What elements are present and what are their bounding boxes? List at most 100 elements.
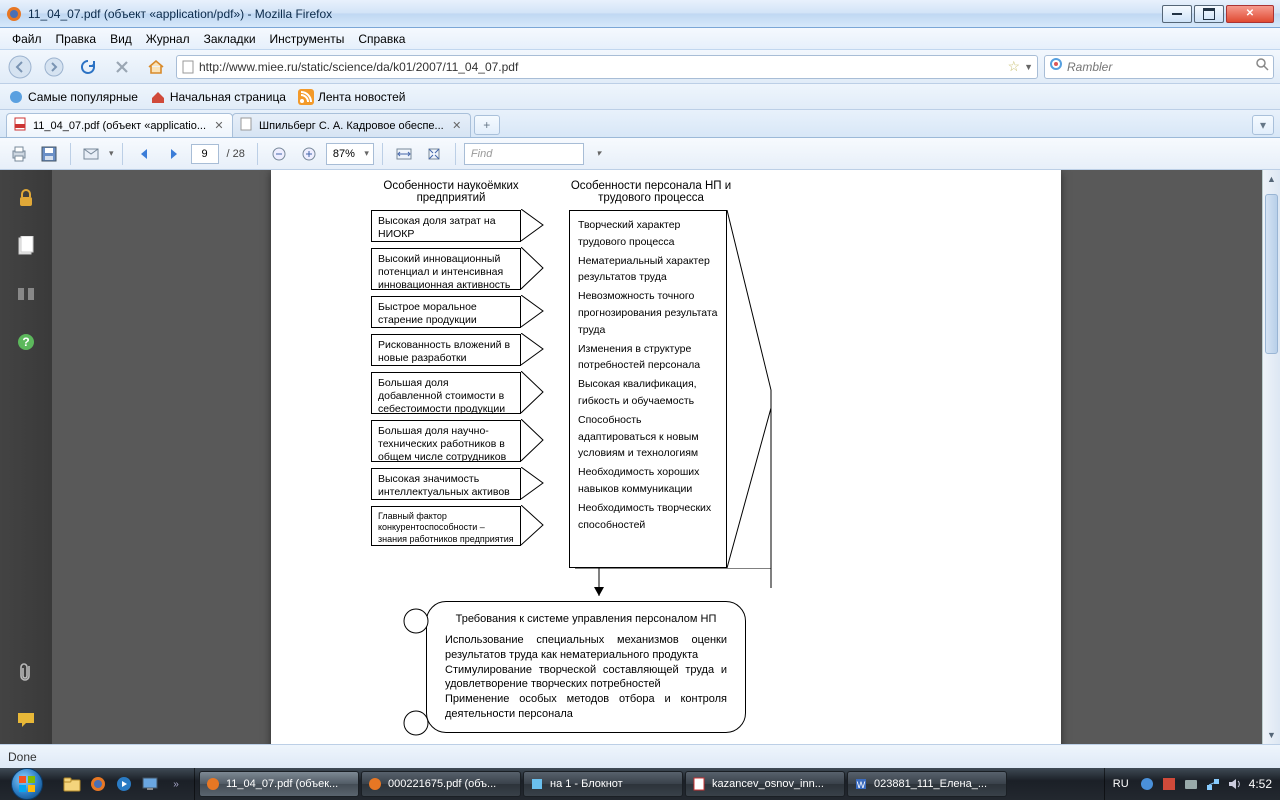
status-text: Done xyxy=(8,750,37,764)
save-button[interactable] xyxy=(36,141,62,167)
search-engine-icon[interactable] xyxy=(1049,57,1063,76)
diagram-left-box: Большая доля научно-технических работник… xyxy=(371,420,521,462)
fit-width-button[interactable] xyxy=(391,141,417,167)
pdf-toolbar: ▾ / 28 87% Find xyxy=(0,138,1280,170)
navigation-toolbar: ☆ ▼ xyxy=(0,50,1280,84)
back-button[interactable] xyxy=(6,53,34,81)
lock-icon[interactable] xyxy=(14,186,38,210)
taskbar-tasks: 11_04_07.pdf (объек... 000221675.pdf (об… xyxy=(195,768,1104,800)
tray-icon-2[interactable] xyxy=(1161,776,1177,792)
diagram-right-column: Творческий характер трудового процессаНе… xyxy=(569,210,727,568)
svg-text:?: ? xyxy=(22,335,29,349)
url-input[interactable] xyxy=(199,60,1004,74)
bookmarks-toolbar: Самые популярные Начальная страница Лент… xyxy=(0,84,1280,110)
new-tab-button[interactable]: + xyxy=(474,115,500,135)
search-input[interactable] xyxy=(1067,60,1251,74)
diagram-left-box: Высокая доля затрат на НИОКР xyxy=(371,210,521,242)
pdf-icon xyxy=(13,117,27,134)
pdf-side-panel: ? xyxy=(0,170,52,744)
window-maximize-button[interactable] xyxy=(1194,5,1224,23)
tray-icon-1[interactable] xyxy=(1139,776,1155,792)
bookmark-news[interactable]: Лента новостей xyxy=(298,89,406,105)
reload-button[interactable] xyxy=(74,53,102,81)
task-1[interactable]: 11_04_07.pdf (объек... xyxy=(199,771,359,797)
diagram-left-box: Главный фактор конкурентоспособности – з… xyxy=(371,506,521,546)
zoom-in-button[interactable] xyxy=(296,141,322,167)
bookmark-popular[interactable]: Самые популярные xyxy=(8,89,138,105)
task-5[interactable]: W023881_111_Елена_... xyxy=(847,771,1007,797)
page-icon xyxy=(181,60,195,74)
url-dropdown-icon[interactable]: ▼ xyxy=(1024,62,1033,72)
start-button[interactable] xyxy=(0,768,54,800)
folder-icon xyxy=(8,89,24,105)
comment-icon[interactable] xyxy=(14,708,38,732)
ql-more[interactable]: » xyxy=(164,772,188,796)
tray-volume-icon[interactable] xyxy=(1227,776,1243,792)
menu-help[interactable]: Справка xyxy=(352,30,411,48)
menu-file[interactable]: Файл xyxy=(6,30,48,48)
tray-icon-3[interactable] xyxy=(1183,776,1199,792)
diagram-right-line: Необходимость хороших навыков коммуникац… xyxy=(578,464,718,498)
tab-1-label: 11_04_07.pdf (объект «applicatio... xyxy=(33,120,206,132)
task-2[interactable]: 000221675.pdf (объ... xyxy=(361,771,521,797)
tab-1[interactable]: 11_04_07.pdf (объект «applicatio... ✕ xyxy=(6,113,233,137)
menu-tools[interactable]: Инструменты xyxy=(264,30,351,48)
vertical-scrollbar[interactable]: ▲ ▼ xyxy=(1262,170,1280,744)
diagram-bottom-line: Использование специальных механизмов оце… xyxy=(445,633,727,663)
menu-edit[interactable]: Правка xyxy=(50,30,103,48)
next-page-button[interactable] xyxy=(161,141,187,167)
attachment-icon[interactable] xyxy=(14,660,38,684)
scroll-up-button[interactable]: ▲ xyxy=(1263,170,1280,188)
ql-firefox[interactable] xyxy=(86,772,110,796)
tab-1-close[interactable]: ✕ xyxy=(212,119,226,133)
task-4[interactable]: kazancev_osnov_inn... xyxy=(685,771,845,797)
print-button[interactable] xyxy=(6,141,32,167)
tab-strip: 11_04_07.pdf (объект «applicatio... ✕ Шп… xyxy=(0,110,1280,138)
window-minimize-button[interactable] xyxy=(1162,5,1192,23)
language-indicator[interactable]: RU xyxy=(1113,778,1129,790)
page-number-input[interactable] xyxy=(191,144,219,164)
url-bar[interactable]: ☆ ▼ xyxy=(176,55,1038,79)
ql-desktop[interactable] xyxy=(138,772,162,796)
zoom-out-button[interactable] xyxy=(266,141,292,167)
diagram-bottom-title: Требования к системе управления персонал… xyxy=(445,612,727,627)
home-button[interactable] xyxy=(142,53,170,81)
fit-page-button[interactable] xyxy=(421,141,447,167)
ql-explorer[interactable] xyxy=(60,772,84,796)
menu-view[interactable]: Вид xyxy=(104,30,138,48)
windows-orb-icon xyxy=(11,768,43,800)
menu-bookmarks[interactable]: Закладки xyxy=(198,30,262,48)
scroll-down-button[interactable]: ▼ xyxy=(1263,726,1280,744)
diagram-right-line: Изменения в структуре потребностей персо… xyxy=(578,341,718,375)
diagram-left-box: Рискованность вложений в новые разработк… xyxy=(371,334,521,366)
diagram-left-box: Большая доля добавленной стоимости в себ… xyxy=(371,372,521,414)
tab-list-button[interactable]: ▾ xyxy=(1252,115,1274,135)
find-input[interactable]: Find xyxy=(464,143,584,165)
zoom-select[interactable]: 87% xyxy=(326,143,374,165)
bookmark-star-icon[interactable]: ☆ xyxy=(1008,58,1021,75)
search-go-icon[interactable] xyxy=(1255,57,1269,76)
scroll-thumb[interactable] xyxy=(1265,194,1278,354)
stop-button[interactable] xyxy=(108,53,136,81)
system-tray: RU 4:52 xyxy=(1104,768,1280,800)
prev-page-button[interactable] xyxy=(131,141,157,167)
help-icon[interactable]: ? xyxy=(14,330,38,354)
pages-icon[interactable] xyxy=(14,234,38,258)
home-red-icon xyxy=(150,89,166,105)
tray-clock[interactable]: 4:52 xyxy=(1249,777,1272,791)
window-close-button[interactable] xyxy=(1226,5,1274,23)
mail-button[interactable] xyxy=(79,141,105,167)
ql-media[interactable] xyxy=(112,772,136,796)
diagram-bottom-line: Применение особых методов отбора и контр… xyxy=(445,692,727,722)
forward-button[interactable] xyxy=(40,53,68,81)
search-bar[interactable] xyxy=(1044,55,1274,79)
tray-network-icon[interactable] xyxy=(1205,776,1221,792)
tab-2-close[interactable]: ✕ xyxy=(450,119,464,133)
bookmarks-panel-icon[interactable] xyxy=(14,282,38,306)
pdf-canvas[interactable]: Особенности наукоёмких предприятий Особе… xyxy=(52,170,1280,744)
bookmark-start[interactable]: Начальная страница xyxy=(150,89,286,105)
tab-2[interactable]: Шпильберг С. А. Кадровое обеспе... ✕ xyxy=(232,113,471,137)
task-3[interactable]: на 1 - Блокнот xyxy=(523,771,683,797)
menu-history[interactable]: Журнал xyxy=(140,30,196,48)
tab-2-label: Шпильберг С. А. Кадровое обеспе... xyxy=(259,120,444,132)
